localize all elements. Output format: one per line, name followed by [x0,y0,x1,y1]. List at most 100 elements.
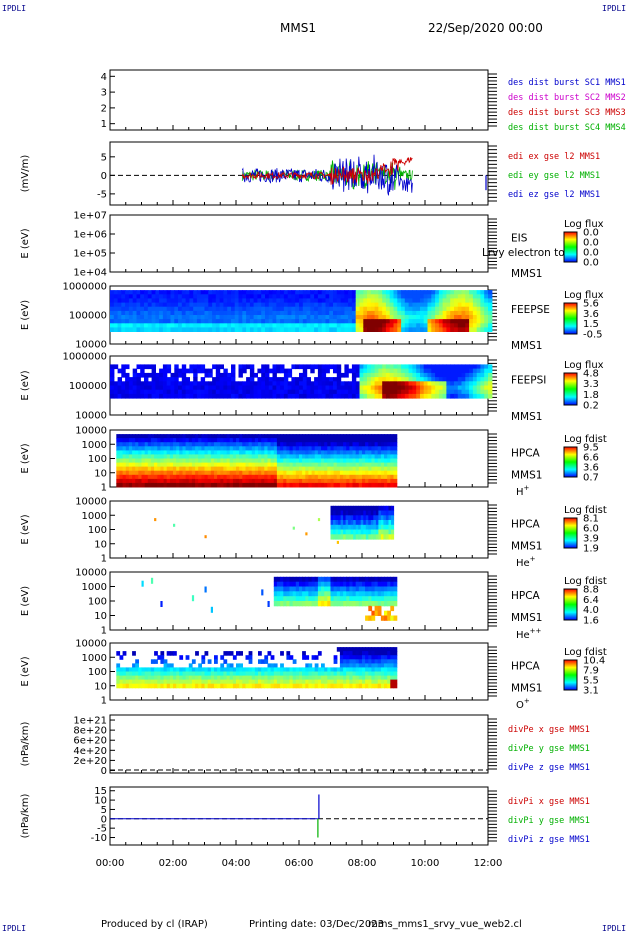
spectrogram-cell [359,302,364,308]
spectrogram-cell [454,319,459,324]
spectrogram-cell [305,663,310,668]
spectrogram-cell [125,306,130,312]
y-tick-label: 10000 [75,639,107,650]
spectrogram-cell [355,667,360,672]
spectrogram-cell [389,393,395,399]
spectrogram-cell [314,462,319,468]
spectrogram-cell [150,675,155,681]
spectrogram-cell [254,474,259,480]
spectrogram-cell [358,474,363,480]
spectrogram-cell [204,458,209,464]
spectrogram-cell [236,446,240,451]
spectrogram-cell [375,505,379,512]
spectrogram-cell [287,389,293,395]
spectrogram-cell [333,319,338,324]
spectrogram-cell [380,655,385,660]
spectrogram-cell [191,438,196,443]
spectrogram-cell [223,470,228,476]
spectrogram-cell [163,683,168,689]
spectrogram-cell [387,466,391,472]
spectrogram-cell [344,323,349,328]
spectrogram-cell [339,651,344,656]
spectrogram-cell [125,462,130,468]
spectrogram-cell [469,306,474,312]
spectrogram-cell [412,319,417,324]
spectrogram-cell [242,310,247,316]
spectrogram-cell [169,454,174,459]
spectrogram-cell [283,576,288,583]
spectrogram-cell [368,659,373,664]
spectrogram-cell [193,323,198,328]
spectrogram-cell [232,454,237,459]
spectrogram-cell [431,381,436,386]
spectrogram-cell [359,319,364,324]
spectrogram-cell [286,458,291,464]
spectrogram-cell [238,364,243,370]
spectrogram-cell [214,438,218,443]
spectrogram-cell [223,446,228,451]
spectrogram-cell [311,442,316,447]
spectrogram-cell [144,671,149,677]
spectrogram-cell [330,529,334,535]
spectrogram-cell [423,315,429,320]
spectrogram-cell [150,434,155,439]
spectrogram-cell [261,393,266,399]
spectrogram-cell [150,458,155,464]
spectrogram-cell [223,466,228,472]
spectrogram-cell [291,290,296,295]
spectrogram-cell [238,319,243,324]
spectrogram-cell [223,683,228,689]
spectrogram-cell [110,381,115,386]
spectrogram-cell [368,454,373,459]
species-label: He++ [516,627,542,641]
spectrogram-cell [128,474,133,480]
spectrogram-cell [346,591,350,597]
spectrogram-cell [128,466,133,472]
spectrogram-cell [283,450,287,455]
spectrogram-cell [215,302,221,308]
spectrogram-cell [201,655,206,660]
spectrogram-cell [159,372,164,378]
spectrogram-cell [321,381,327,386]
spectrogram-cell [132,462,136,468]
spectrogram-cell [207,462,212,468]
spectrogram-cell [412,302,417,308]
y-axis-label-p2: (mV/m) [20,155,31,193]
spectrogram-cell [162,364,168,370]
spectrogram-cell [210,438,215,443]
colorbar-tick-label: 6.0 [583,524,599,535]
spectrogram-cell [355,442,360,447]
spectrogram-cell [185,450,190,455]
spectrogram-cell [324,438,328,443]
spectrogram-cell [201,679,206,685]
spectrogram-cell [116,675,121,681]
spectrogram-cell [423,389,429,395]
spectrogram-cell [276,586,281,592]
spectrogram-cell [382,315,387,320]
spectrogram-cell [174,323,179,328]
spectrogram-cell [446,306,451,312]
spectrogram-cell [188,671,193,677]
spectrogram-cell [122,466,127,472]
spectrogram-cell [302,393,308,399]
spectrogram-cell [327,442,332,447]
spectrogram-cell [306,377,311,382]
spectrogram-cell [461,389,466,395]
spectrogram-cell [196,393,202,399]
spectrogram-cell [132,290,138,295]
spectrogram-cell [370,534,374,540]
spectrogram-cell [179,675,184,681]
spectrogram-cell [488,364,493,370]
spectrogram-cell [176,438,180,443]
spectrogram-cell [204,434,209,439]
spectrogram-cell [476,385,482,391]
spectrogram-cell [245,482,250,488]
spectrogram-cell [254,679,259,685]
spectrogram-cell [215,389,221,395]
spectrogram-cell [229,450,234,455]
spectrogram-cell [155,372,160,378]
spectrogram-cell [336,675,341,681]
spectrogram-cell [176,671,180,677]
spectrogram-cell [258,434,262,439]
spectrogram-cell [273,581,278,587]
